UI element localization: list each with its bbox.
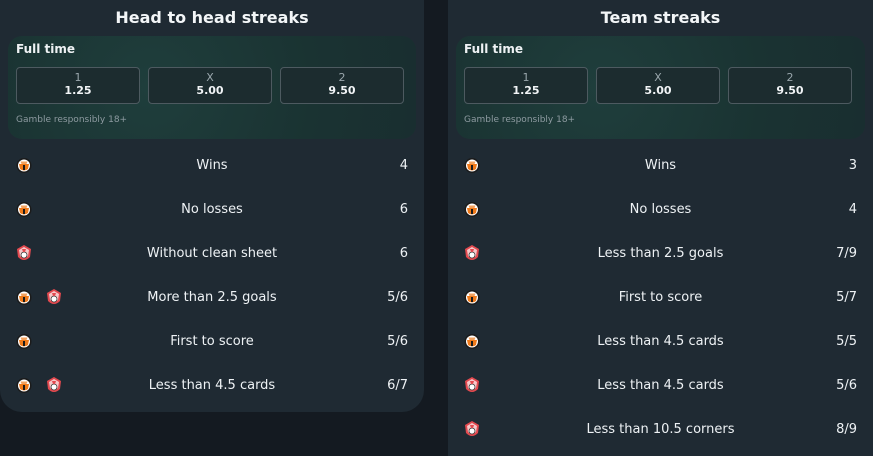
streak-row[interactable]: Less than 2.5 goals 7/9 <box>448 232 873 276</box>
shakhtar-crest-icon <box>464 202 480 217</box>
odd-value: 9.50 <box>776 84 804 97</box>
streak-label: No losses <box>181 202 243 217</box>
odd-value: 5.00 <box>644 84 672 97</box>
streak-row[interactable]: Less than 4.5 cards 5/6 <box>448 364 873 408</box>
streak-row[interactable]: Wins 4 <box>0 144 424 188</box>
odd-home-button[interactable]: 1 1.25 <box>16 67 140 104</box>
odds-box: Full time 1 1.25 X 5.00 2 9.50 Gamble re… <box>8 36 416 139</box>
zorya-crest-icon <box>17 245 31 260</box>
team-icons <box>16 244 32 263</box>
streak-value: 6/7 <box>387 378 408 393</box>
team-icons <box>16 200 32 219</box>
gamble-note: Gamble responsibly 18+ <box>464 115 576 125</box>
streak-label: No losses <box>629 202 692 217</box>
streak-row[interactable]: No losses 6 <box>0 188 424 232</box>
odd-key: 2 <box>338 71 346 84</box>
odds-box: Full time 1 1.25 X 5.00 2 9.50 Gamble re… <box>456 36 865 139</box>
streak-label: First to score <box>170 334 254 349</box>
team-icons <box>464 200 480 219</box>
streak-list: Wins 3 No losses 4 Less than 2.5 goals 7/9 Fir… <box>448 144 873 452</box>
panel-title: Head to head streaks <box>115 8 309 27</box>
streak-row[interactable]: First to score 5/6 <box>0 320 424 364</box>
streak-value: 5/6 <box>836 378 857 393</box>
zorya-crest-icon <box>47 289 61 304</box>
odds-label: Full time <box>16 42 76 56</box>
gamble-note: Gamble responsibly 18+ <box>16 115 128 125</box>
head-to-head-panel: Head to head streaks Full time 1 1.25 X … <box>0 0 424 412</box>
odd-value: 1.25 <box>64 84 92 97</box>
streak-row[interactable]: Without clean sheet 6 <box>0 232 424 276</box>
team-icons <box>464 376 480 395</box>
streak-value: 3 <box>848 158 857 173</box>
zorya-crest-icon <box>465 377 479 392</box>
team-icons <box>464 332 480 351</box>
team-icons <box>464 244 480 263</box>
shakhtar-crest-icon <box>16 158 32 173</box>
streak-value: 5/6 <box>387 290 408 305</box>
team-icons <box>464 156 480 175</box>
streak-list: Wins 4 No losses 6 Without clean sheet 6 More … <box>0 144 424 408</box>
shakhtar-crest-icon <box>464 334 480 349</box>
shakhtar-crest-icon <box>16 334 32 349</box>
streak-value: 5/7 <box>836 290 857 305</box>
streak-row[interactable]: No losses 4 <box>448 188 873 232</box>
streak-label: Less than 4.5 cards <box>597 334 724 349</box>
odds-row: 1 1.25 X 5.00 2 9.50 <box>464 67 852 104</box>
odd-key: X <box>654 71 662 84</box>
streak-label: Less than 10.5 corners <box>586 422 735 437</box>
odd-away-button[interactable]: 2 9.50 <box>728 67 852 104</box>
streak-label: Wins <box>196 158 228 173</box>
team-streaks-panel: Team streaks Full time 1 1.25 X 5.00 2 9… <box>448 0 873 456</box>
team-icons <box>16 376 62 395</box>
odd-value: 1.25 <box>512 84 540 97</box>
streak-value: 6 <box>399 202 408 217</box>
zorya-crest-icon <box>465 245 479 260</box>
streak-row[interactable]: More than 2.5 goals 5/6 <box>0 276 424 320</box>
streak-label: First to score <box>618 290 703 305</box>
odd-key: X <box>206 71 214 84</box>
streak-row[interactable]: Wins 3 <box>448 144 873 188</box>
odd-away-button[interactable]: 2 9.50 <box>280 67 404 104</box>
streak-label: More than 2.5 goals <box>147 290 277 305</box>
odd-draw-button[interactable]: X 5.00 <box>596 67 720 104</box>
shakhtar-crest-icon <box>16 378 32 393</box>
team-icons <box>16 156 32 175</box>
shakhtar-crest-icon <box>464 158 480 173</box>
streak-label: Less than 2.5 goals <box>597 246 724 261</box>
team-icons <box>16 332 32 351</box>
streak-value: 8/9 <box>836 422 857 437</box>
shakhtar-crest-icon <box>464 290 480 305</box>
streak-label: Without clean sheet <box>146 246 278 261</box>
odd-key: 1 <box>74 71 82 84</box>
streak-label: Less than 4.5 cards <box>148 378 276 393</box>
team-icons <box>464 288 480 307</box>
streak-value: 4 <box>848 202 857 217</box>
zorya-crest-icon <box>47 377 61 392</box>
streak-value: 7/9 <box>836 246 857 261</box>
odd-draw-button[interactable]: X 5.00 <box>148 67 272 104</box>
odd-key: 1 <box>522 71 530 84</box>
team-icons <box>464 420 480 439</box>
zorya-crest-icon <box>465 421 479 436</box>
odd-value: 9.50 <box>328 84 356 97</box>
shakhtar-crest-icon <box>16 202 32 217</box>
streak-value: 6 <box>399 246 408 261</box>
streak-value: 5/6 <box>387 334 408 349</box>
streak-row[interactable]: First to score 5/7 <box>448 276 873 320</box>
streak-value: 4 <box>399 158 408 173</box>
odds-row: 1 1.25 X 5.00 2 9.50 <box>16 67 404 104</box>
odds-label: Full time <box>464 42 524 56</box>
streak-row[interactable]: Less than 4.5 cards 5/5 <box>448 320 873 364</box>
odd-value: 5.00 <box>196 84 224 97</box>
streak-label: Wins <box>644 158 677 173</box>
odd-key: 2 <box>786 71 794 84</box>
team-icons <box>16 288 62 307</box>
streak-row[interactable]: Less than 4.5 cards 6/7 <box>0 364 424 408</box>
streak-row[interactable]: Less than 10.5 corners 8/9 <box>448 408 873 452</box>
shakhtar-crest-icon <box>16 290 32 305</box>
streak-label: Less than 4.5 cards <box>597 378 724 393</box>
streak-value: 5/5 <box>836 334 857 349</box>
panel-title: Team streaks <box>600 8 721 27</box>
odd-home-button[interactable]: 1 1.25 <box>464 67 588 104</box>
